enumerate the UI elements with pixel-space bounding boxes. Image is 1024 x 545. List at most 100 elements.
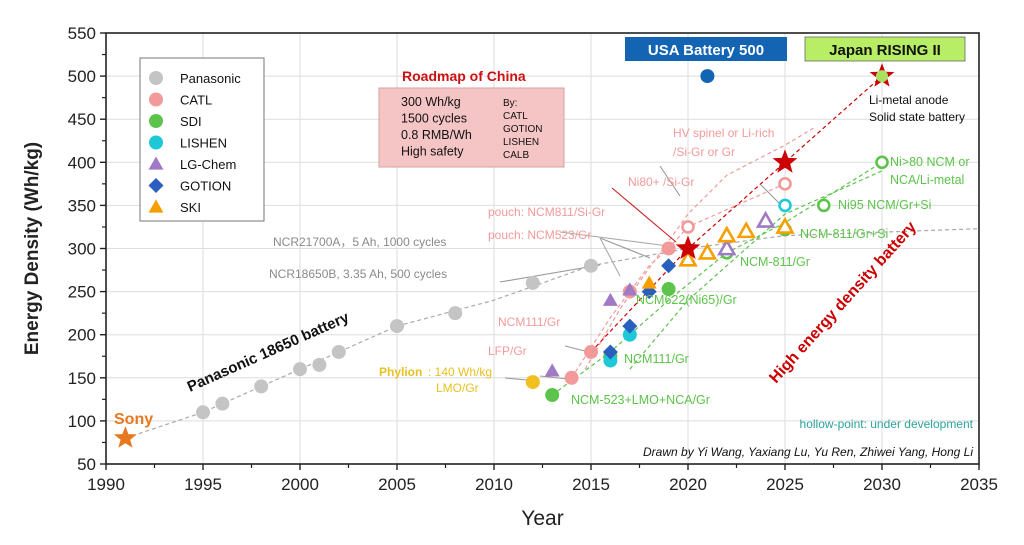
annotation-hollow-point-under-development: hollow-point: under development xyxy=(800,417,974,431)
banner-usa-battery-500-label: USA Battery 500 xyxy=(648,42,764,59)
x-axis-label: Year xyxy=(521,507,563,530)
banner-usa-battery-500 xyxy=(625,37,787,61)
axes: 1990 1995 2000 2005 2010 2015 2020 2025 2030 2035… xyxy=(22,24,998,530)
roadmap-line: 1500 cycles xyxy=(401,112,467,126)
annotation-ncm-523-lmo-nca-gr: NCM-523+LMO+NCA/Gr xyxy=(571,393,710,407)
catl-trend-high xyxy=(584,127,815,370)
x-tick-label: 2025 xyxy=(766,475,804,494)
point-hollow-ski xyxy=(775,216,795,234)
x-tick-label: 1990 xyxy=(87,475,125,494)
annotation-nca-li-metal: NCA/Li-metal xyxy=(890,173,964,187)
point-lishen xyxy=(622,327,637,342)
point-panasonic xyxy=(390,319,404,334)
point-hollow-ski xyxy=(678,249,698,267)
legend-label-catl: CATL xyxy=(180,93,212,108)
annotation-arrow xyxy=(599,237,651,259)
x-tick-label: 2000 xyxy=(281,475,319,494)
point-panasonic xyxy=(448,306,463,321)
annotation-140-wh-kg: : 140 Wh/kg xyxy=(428,365,492,379)
y-tick-label: 250 xyxy=(68,283,96,302)
legend-marker-lg-chem xyxy=(148,156,164,170)
point-sdi xyxy=(545,388,560,403)
point-hollow-lg-chem xyxy=(755,210,776,228)
annotation-sony: Sony xyxy=(114,411,153,428)
panasonic-trend xyxy=(125,228,980,439)
x-tick-label: 2030 xyxy=(863,475,901,494)
legend-label-sdi: SDI xyxy=(180,114,202,129)
star-sony xyxy=(114,426,137,448)
annotation-arrow xyxy=(559,231,669,247)
annotation-ncr21700a-5-ah-1000-cycles: NCR21700A，5 Ah, 1000 cycles xyxy=(273,235,446,249)
star-center-japan-rising-ii xyxy=(876,70,888,83)
y-tick-label: 450 xyxy=(68,110,96,129)
annotation-lmo-gr: LMO/Gr xyxy=(436,381,479,395)
point-hollow-sdi xyxy=(875,155,889,170)
roadmap-line: 300 Wh/kg xyxy=(401,95,461,109)
trend-lines xyxy=(125,75,980,439)
point-panasonic xyxy=(525,275,540,290)
point-hollow-catl xyxy=(681,220,695,234)
point-hollow-lishen xyxy=(778,198,792,213)
annotation-arrow xyxy=(539,375,569,380)
point-phylion xyxy=(525,375,540,390)
legend-label-panasonic: Panasonic xyxy=(180,71,241,86)
roadmap-by-item: LISHEN xyxy=(503,137,539,148)
legend-label-lishen: LISHEN xyxy=(180,136,227,151)
annotation-drawn-by-yi-wang-yaxiang-lu-yu-ren-zhiwei-yang-hong-li: Drawn by Yi Wang, Yaxiang Lu, Yu Ren, Zh… xyxy=(643,445,973,459)
annotation-ncm-811-gr-si: NCM-811/Gr+Si xyxy=(800,227,888,241)
point-gotion xyxy=(602,344,618,360)
annotation-ncm111-gr: NCM111/Gr xyxy=(624,352,689,366)
y-tick-label: 350 xyxy=(68,196,96,215)
y-tick-label: 100 xyxy=(68,412,96,431)
point-lg-chem xyxy=(544,363,560,377)
x-tick-label: 2035 xyxy=(960,475,998,494)
point-catl xyxy=(584,344,598,359)
x-tick-label: 2015 xyxy=(572,475,610,494)
annotation-arrow xyxy=(599,237,621,277)
y-tick-label: 50 xyxy=(77,455,96,474)
legend-label-lg-chem: LG-Chem xyxy=(180,157,236,172)
point-hollow-ski xyxy=(697,242,718,260)
catl-trend-low xyxy=(571,183,786,379)
point-panasonic xyxy=(312,357,327,372)
legend-marker-ski xyxy=(148,199,164,213)
grid-lines xyxy=(106,33,979,464)
point-panasonic xyxy=(196,405,210,420)
annotation-arrow xyxy=(499,264,601,283)
point-catl xyxy=(661,241,676,256)
legend-marker-gotion xyxy=(148,178,164,193)
annotation-phylion: Phylion xyxy=(379,365,422,379)
point-ski xyxy=(641,275,657,289)
roadmap-by-item: CALB xyxy=(503,150,529,161)
point-panasonic xyxy=(293,362,307,377)
annotation-ni-80-ncm-or: Ni>80 NCM or xyxy=(890,155,970,169)
sdi-trend-2 xyxy=(629,170,883,370)
annotation-pouch-ncm811-si-gr: pouch: NCM811/Si-Gr xyxy=(488,205,605,219)
y-tick-label: 200 xyxy=(68,326,96,345)
annotation-ncm-811-gr: NCM-811/Gr xyxy=(740,255,810,269)
point-hollow-sdi xyxy=(816,198,831,213)
legend-marker-catl xyxy=(149,92,163,107)
point-panasonic xyxy=(215,396,230,411)
point-hollow-ski xyxy=(717,225,737,243)
annotation-ni80-si-gr: Ni80+ /Si-Gr xyxy=(628,175,694,189)
y-tick-label: 500 xyxy=(68,67,96,86)
annotation-pouch-ncm523-gr: pouch: NCM523/Gr xyxy=(488,228,591,242)
y-tick-label: 300 xyxy=(68,240,96,259)
y-tick-label: 150 xyxy=(68,369,96,388)
annotation-ncm111-gr: NCM111/Gr xyxy=(498,315,560,329)
legend: Panasonic CATL SDI LISHEN LG-Chem GOTION SKI xyxy=(139,57,265,222)
annotation-si-gr-or-gr: /Si-Gr or Gr xyxy=(673,145,735,159)
annotation-arrow xyxy=(659,165,681,197)
sdi-trend xyxy=(551,161,883,396)
roadmap-by-label: By: xyxy=(503,98,517,109)
point-catl xyxy=(564,370,579,385)
y-axis-label: Energy Density (Wh/kg) xyxy=(22,142,43,355)
banner-japan-rising-ii-label: Japan RISING II xyxy=(829,42,941,59)
roadmap-line: High safety xyxy=(401,145,464,159)
annotation-arrow xyxy=(611,187,677,243)
legend-marker-lishen xyxy=(149,135,163,150)
annotation-ncm622-ni65-gr: NCM622(Ni65)/Gr xyxy=(636,293,737,307)
roadmap-line: 0.8 RMB/Wh xyxy=(401,128,472,142)
